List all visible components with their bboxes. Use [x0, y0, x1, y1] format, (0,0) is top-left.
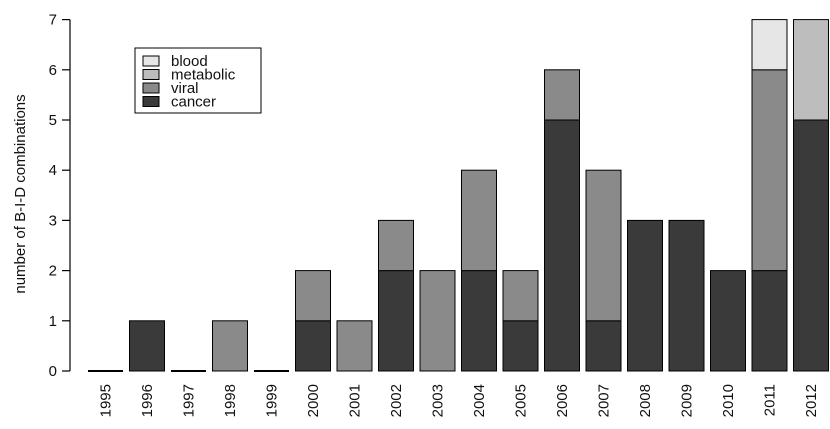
x-tick-label-1999: 1999: [264, 384, 281, 417]
bar-segment-viral-1998: [212, 320, 248, 372]
legend-label-blood: blood: [171, 53, 208, 70]
x-tick-label-2001: 2001: [347, 384, 364, 417]
x-tick-label-2012: 2012: [803, 384, 820, 417]
bar-segment-cancer-2005: [502, 320, 539, 372]
legend-swatch-viral: [142, 82, 160, 94]
y-axis-label: number of B-I-D combinations: [12, 94, 29, 293]
y-tick-label-5: 5: [49, 112, 57, 129]
x-tick-label-2004: 2004: [471, 384, 488, 417]
bar-segment-viral-2011: [751, 69, 788, 272]
bar-segment-blood-2011: [751, 19, 788, 71]
bar-segment-cancer-2012: [793, 119, 829, 372]
bar-segment-viral-2003: [419, 270, 456, 372]
bar-segment-viral-2000: [295, 270, 331, 322]
y-tick-label-7: 7: [49, 12, 57, 29]
x-tick-label-2002: 2002: [388, 384, 405, 417]
legend-swatch-cancer: [142, 96, 160, 107]
x-tick-label-2000: 2000: [305, 384, 322, 417]
x-tick-label-2005: 2005: [513, 384, 530, 417]
bar-segment-viral-2005: [502, 270, 539, 322]
x-tick-label-2011: 2011: [762, 384, 779, 416]
x-tick-label-1998: 1998: [222, 384, 239, 417]
legend-label-viral: viral: [171, 80, 199, 97]
legend-label-cancer: cancer: [171, 94, 216, 111]
y-tick-label-1: 1: [49, 313, 57, 330]
x-tick-label-2006: 2006: [554, 384, 571, 417]
bar-segment-cancer-2000: [295, 320, 331, 372]
legend-swatch-metabolic: [142, 69, 160, 80]
bar-segment-cancer-1996: [129, 320, 165, 372]
bar-segment-cancer-2010: [710, 270, 746, 372]
y-tick-label-3: 3: [49, 212, 57, 229]
bar-segment-viral-2001: [336, 320, 373, 372]
bar-segment-cancer-2011: [751, 270, 788, 372]
bar-segment-cancer-2002: [378, 270, 414, 372]
bar-segment-cancer-2009: [668, 219, 705, 372]
x-tick-label-2007: 2007: [596, 384, 613, 417]
y-tick-label-4: 4: [49, 162, 57, 179]
axes-group: 1995 1996 1997 1998 1999 2000 2001 2002 2003 2004…: [49, 12, 820, 418]
bar-segment-viral-2002: [378, 219, 414, 272]
bar-segment-cancer-2008: [627, 219, 663, 372]
bar-segment-cancer-2006: [544, 119, 580, 372]
bar-segment-viral-2006: [544, 69, 580, 121]
bar-segment-metabolic-2012: [793, 19, 829, 121]
x-tick-label-2010: 2010: [720, 384, 737, 417]
x-tick-label-1996: 1996: [139, 384, 156, 417]
x-tick-label-1997: 1997: [181, 384, 198, 417]
x-tick-label-2003: 2003: [430, 384, 447, 417]
x-tick-label-2009: 2009: [679, 384, 696, 417]
bars-group: [88, 19, 829, 372]
y-tick-label-0: 0: [49, 363, 57, 380]
bar-segment-viral-2004: [461, 169, 497, 272]
y-tick-label-6: 6: [49, 62, 57, 79]
legend-label-metabolic: metabolic: [171, 67, 236, 84]
bar-segment-viral-2007: [585, 169, 622, 322]
y-tick-label-2: 2: [49, 263, 57, 280]
legend-swatch-blood: [142, 55, 160, 67]
bar-segment-cancer-2004: [461, 270, 497, 372]
bar-segment-cancer-2007: [585, 320, 622, 372]
x-tick-label-2008: 2008: [637, 384, 654, 417]
x-tick-label-1995: 1995: [98, 384, 115, 417]
